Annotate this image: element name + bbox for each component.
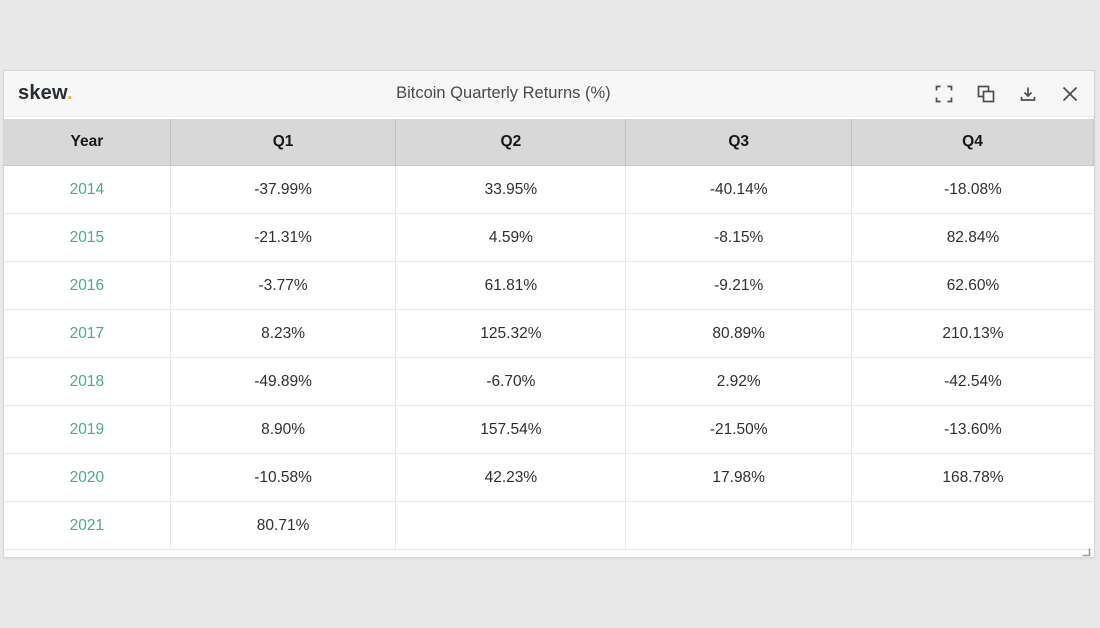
download-button[interactable] xyxy=(1018,84,1038,104)
table-header-row: Year Q1 Q2 Q3 Q4 xyxy=(4,119,1094,166)
table-row: 2014 -37.99% 33.95% -40.14% -18.08% xyxy=(4,166,1094,214)
value-cell: -37.99% xyxy=(171,166,397,213)
value-cell: 8.23% xyxy=(171,310,397,357)
value-cell: 82.84% xyxy=(946,228,1000,246)
table-row: 2020 -10.58% 42.23% 17.98% 168.78% xyxy=(4,454,1094,502)
column-header-year: Year xyxy=(4,119,171,165)
value-cell xyxy=(626,502,852,549)
table-row: 2015 -21.31% 4.59% -8.15% 82.84% xyxy=(4,214,1094,262)
table-row: 2017 8.23% 125.32% 80.89% 210.13% xyxy=(4,310,1094,358)
value-cell: 33.95% xyxy=(396,166,627,213)
value-cell: -3.77% xyxy=(171,262,397,309)
close-button[interactable] xyxy=(1060,84,1080,104)
value-cell: -18.08% xyxy=(944,180,1002,198)
year-cell: 2014 xyxy=(4,166,171,213)
copy-icon xyxy=(977,85,995,103)
column-header-q3: Q3 xyxy=(626,119,852,165)
value-cell: -21.50% xyxy=(626,406,852,453)
value-cell: -42.54% xyxy=(944,372,1002,390)
table-row: 2021 80.71% xyxy=(4,502,1094,550)
value-cell: 2.92% xyxy=(626,358,852,405)
value-cell: 61.81% xyxy=(396,262,627,309)
returns-table: Year Q1 Q2 Q3 Q4 2014 -37.99% 33.95% -40.14… xyxy=(4,119,1094,550)
skew-logo: skew. xyxy=(18,82,73,105)
table-row: 2019 8.90% 157.54% -21.50% -13.60% xyxy=(4,406,1094,454)
fullscreen-button[interactable] xyxy=(934,84,954,104)
widget-title: Bitcoin Quarterly Returns (%) xyxy=(396,84,611,102)
value-cell: 157.54% xyxy=(396,406,627,453)
value-cell: 42.23% xyxy=(396,454,627,501)
value-cell: 17.98% xyxy=(626,454,852,501)
widget-titlebar: skew. Bitcoin Quarterly Returns (%) xyxy=(4,71,1094,117)
value-cell: -6.70% xyxy=(396,358,627,405)
value-cell: 125.32% xyxy=(396,310,627,357)
table-row: 2016 -3.77% 61.81% -9.21% 62.60% xyxy=(4,262,1094,310)
value-cell: -40.14% xyxy=(626,166,852,213)
year-cell: 2017 xyxy=(4,310,171,357)
logo-text: skew xyxy=(18,82,67,104)
value-cell: -13.60% xyxy=(944,420,1002,438)
value-cell xyxy=(396,502,627,549)
skew-widget: skew. Bitcoin Quarterly Returns (%) xyxy=(3,70,1095,558)
column-header-q4: Q4 xyxy=(852,119,1094,165)
download-icon xyxy=(1019,85,1037,103)
year-cell: 2020 xyxy=(4,454,171,501)
value-cell: 168.78% xyxy=(942,468,1004,486)
value-cell: 4.59% xyxy=(396,214,627,261)
value-cell: -21.31% xyxy=(171,214,397,261)
fullscreen-icon xyxy=(935,85,953,103)
year-cell: 2021 xyxy=(4,502,171,549)
value-cell: 62.60% xyxy=(946,276,1000,294)
table-row: 2018 -49.89% -6.70% 2.92% -42.54% xyxy=(4,358,1094,406)
value-cell: -9.21% xyxy=(626,262,852,309)
value-cell: 80.71% xyxy=(171,502,397,549)
value-cell: 8.90% xyxy=(171,406,397,453)
value-cell: 210.13% xyxy=(942,324,1004,342)
table-body: 2014 -37.99% 33.95% -40.14% -18.08% 2015 -21.3… xyxy=(4,166,1094,550)
value-cell: -49.89% xyxy=(171,358,397,405)
value-cell: -8.15% xyxy=(626,214,852,261)
year-cell: 2018 xyxy=(4,358,171,405)
copy-button[interactable] xyxy=(976,84,996,104)
logo-dot: . xyxy=(66,82,73,104)
column-header-q2: Q2 xyxy=(396,119,627,165)
value-cell: -10.58% xyxy=(171,454,397,501)
column-header-q1: Q1 xyxy=(170,119,397,165)
value-cell: 80.89% xyxy=(626,310,852,357)
value-cell xyxy=(852,502,1094,549)
resize-handle[interactable] xyxy=(1081,544,1091,557)
year-cell: 2015 xyxy=(4,214,171,261)
close-icon xyxy=(1061,85,1079,103)
year-cell: 2019 xyxy=(4,406,171,453)
year-cell: 2016 xyxy=(4,262,171,309)
widget-toolbar xyxy=(934,84,1080,104)
